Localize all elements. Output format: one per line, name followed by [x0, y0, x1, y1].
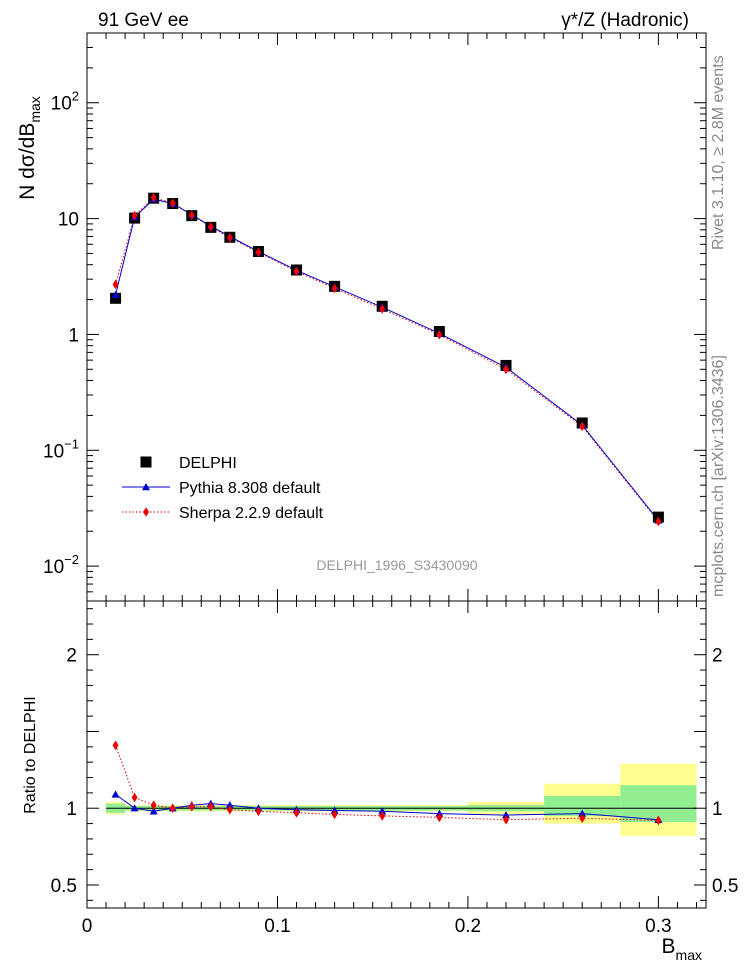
sherpa-point [131, 210, 138, 221]
delphi-point [110, 292, 122, 304]
sherpa-ratio-point [255, 806, 262, 817]
sherpa-ratio-point [112, 740, 119, 751]
svg-text:N dσ/dBmax: N dσ/dBmax [16, 96, 43, 200]
stat-uncertainty-band [544, 795, 621, 816]
ratio-xtick-label: 0.3 [645, 916, 671, 937]
pythia-ratio-point [378, 807, 387, 815]
sherpa-point [150, 192, 157, 203]
sherpa-ratio-point [579, 813, 586, 824]
pythia-ratio-point [130, 804, 139, 812]
sherpa-point [188, 210, 195, 220]
ratio-xtick-label: 0.1 [264, 916, 290, 937]
sherpa-point [169, 198, 176, 208]
legend-label: Pythia 8.308 default [179, 480, 321, 497]
header-right: γ*/Z (Hadronic) [561, 10, 689, 31]
sherpa-ratio-point [655, 815, 662, 826]
main-ytick-label: 10−1 [43, 436, 79, 462]
ratio-ylabel: Ratio to DELPHI [22, 696, 39, 813]
svg-text:Bmax: Bmax [662, 935, 702, 963]
sherpa-point [655, 516, 662, 527]
sherpa-line [115, 196, 659, 522]
analysis-watermark: DELPHI_1996_S3430090 [316, 557, 477, 573]
ratio-ytick-label-right: 2 [712, 646, 723, 667]
ratio-ytick-label-right: 1 [712, 799, 723, 820]
pythia-point [111, 290, 120, 298]
ratio-ytick-label: 2 [66, 646, 77, 667]
sherpa-point [579, 421, 586, 432]
main-ytick-label: 10−2 [43, 552, 79, 578]
sherpa-point [331, 283, 338, 294]
sherpa-ratio-point [207, 801, 214, 812]
sherpa-point [255, 247, 262, 258]
legend-label: DELPHI [179, 455, 237, 472]
sherpa-ratio-point [436, 812, 443, 823]
sherpa-point [379, 304, 386, 314]
rivet-version-text: Rivet 3.1.10, ≥ 2.8M events [710, 55, 727, 250]
legend-delphi-marker [140, 456, 152, 468]
sherpa-ratio-point [150, 800, 157, 810]
sherpa-ratio-point [379, 811, 386, 821]
ratio-xtick-label: 0 [82, 916, 93, 937]
ratio-xlabel: Bmax [662, 935, 702, 963]
legend-pythia-marker [142, 483, 150, 491]
mcplots-text: mcplots.cern.ch [arXiv:1306.3436] [710, 355, 727, 597]
legend: DELPHI Pythia 8.308 default Sherpa 2.2.9 d… [122, 455, 324, 522]
sherpa-point [226, 232, 233, 243]
main-ytick-label: 102 [51, 89, 79, 115]
sherpa-ratio-point [503, 814, 510, 825]
main-ytick-label: 10 [58, 210, 79, 231]
sherpa-ratio-point [188, 801, 195, 812]
sherpa-point [436, 329, 443, 340]
pythia-line [115, 198, 659, 521]
main-panel: 10−2 10−1 1 10 102 [43, 32, 707, 602]
pythia-ratio-point [111, 790, 120, 798]
main-ytick-label: 1 [68, 325, 79, 346]
sherpa-ratio-line [115, 745, 659, 821]
pythia-ratio-point [578, 809, 587, 817]
sherpa-point [503, 364, 510, 375]
header-left: 91 GeV ee [98, 10, 189, 31]
ratio-ytick-label: 0.5 [51, 876, 77, 897]
sherpa-ratio-point [226, 804, 233, 815]
ratio-xtick-label: 0.2 [455, 916, 481, 937]
main-ylabel: N dσ/dBmax [16, 96, 43, 200]
sherpa-point [293, 266, 300, 277]
sherpa-ratio-point [169, 803, 176, 814]
ratio-ytick-label-right: 0.5 [712, 876, 738, 897]
legend-label: Sherpa 2.2.9 default [179, 505, 324, 522]
sherpa-ratio-point [293, 808, 300, 818]
sherpa-ratio-point [131, 792, 138, 803]
sherpa-point [207, 221, 214, 232]
pythia-ratio-point [225, 801, 234, 809]
ratio-frame [86, 600, 707, 909]
ratio-ytick-label: 1 [66, 799, 77, 820]
sherpa-point [112, 279, 119, 290]
sherpa-ratio-point [331, 809, 338, 820]
ratio-panel: 0.5 0.5 1 1 2 2 0 0.1 0.2 0.3 [51, 600, 738, 937]
legend-sherpa-marker [143, 507, 149, 517]
pythia-ratio-point [149, 807, 158, 815]
pythia-ratio-point [502, 811, 511, 819]
